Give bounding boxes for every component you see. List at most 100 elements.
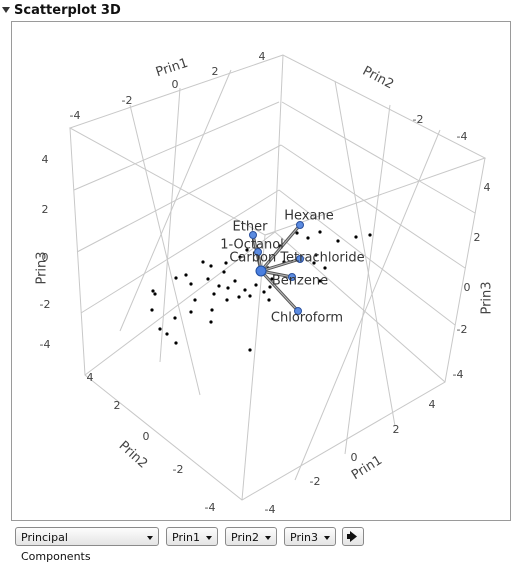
- point: [165, 332, 169, 336]
- window-title: Scatterplot 3D: [14, 3, 121, 18]
- point: [226, 286, 230, 290]
- point: [189, 282, 193, 286]
- tick-label: 4: [42, 153, 49, 166]
- dropdown[interactable]: Prin2: [225, 527, 277, 546]
- axis-title: Prin3: [480, 281, 495, 314]
- point: [153, 292, 157, 296]
- biplot-label: Benzene: [272, 274, 328, 289]
- point: [268, 285, 272, 289]
- point: [248, 294, 252, 298]
- point: [174, 341, 178, 345]
- ray-end: [296, 255, 304, 263]
- tick-label: 4: [429, 398, 436, 411]
- point: [174, 276, 178, 280]
- tick-label: -2: [40, 298, 51, 311]
- point: [225, 298, 229, 302]
- biplot-label: Chloroform: [271, 311, 343, 326]
- ray-end: [249, 231, 257, 239]
- ray-end: [254, 248, 262, 256]
- point: [210, 308, 214, 312]
- tick-label: 2: [212, 65, 219, 78]
- point: [270, 277, 274, 281]
- tick-label: 0: [172, 78, 179, 91]
- tick-label: 4: [259, 50, 266, 63]
- biplot-rays: [249, 221, 304, 315]
- tick-label: 0: [351, 451, 358, 464]
- tick-label: 2: [474, 231, 481, 244]
- dropdown[interactable]: Principal Components: [15, 527, 159, 563]
- point: [295, 231, 299, 235]
- scatterplot-3d[interactable]: 4 2 0 -2 -4 -2 -4 4 2 0 -2 -4 4 2 0 -2 -4 4 2 0 -2 -4 4 2 0 -2 -4 P…: [12, 22, 510, 520]
- disclosure-icon[interactable]: [2, 7, 10, 13]
- tick-label: -4: [40, 338, 51, 351]
- point: [354, 235, 358, 239]
- point: [318, 230, 322, 234]
- point: [233, 279, 237, 283]
- point: [206, 277, 210, 281]
- point: [368, 233, 372, 237]
- tick-label: -2: [310, 475, 321, 488]
- point: [201, 260, 205, 264]
- point: [158, 327, 162, 331]
- point: [314, 253, 318, 257]
- ray-highlight: [260, 270, 299, 312]
- arrow-icon: [347, 531, 357, 542]
- point: [323, 266, 327, 270]
- next-button[interactable]: [342, 527, 364, 546]
- tick-label: 0: [42, 251, 49, 264]
- ray-highlight: [260, 258, 301, 272]
- point: [312, 261, 316, 265]
- point: [243, 288, 247, 292]
- dropdown[interactable]: Prin1: [166, 527, 218, 546]
- point: [209, 320, 213, 324]
- dropdown[interactable]: Prin3: [284, 527, 336, 546]
- point: [245, 248, 249, 252]
- point: [217, 284, 221, 288]
- point: [222, 270, 226, 274]
- tick-label: 4: [484, 181, 491, 194]
- biplot-label: Ether: [233, 220, 269, 235]
- point: [318, 279, 322, 283]
- point: [193, 298, 197, 302]
- axis-title: Prin2: [116, 438, 151, 471]
- page: Scatterplot 3D 4 2 0 -2 -4 -2 -4 4 2 0 -2 -4 4 2 0 -2 -4…: [2, 3, 511, 563]
- biplot-label: Hexane: [284, 209, 333, 224]
- axis-title: Prin1: [154, 56, 190, 80]
- tick-label: 2: [393, 423, 400, 436]
- point: [184, 273, 188, 277]
- tick-label: -2: [173, 463, 184, 476]
- point: [237, 295, 241, 299]
- point: [262, 290, 266, 294]
- point: [306, 236, 310, 240]
- tick-label: -4: [265, 503, 276, 516]
- tick-label: 0: [143, 430, 150, 443]
- tick-label: -2: [122, 94, 133, 107]
- biplot-label: Carbon Tetrachloride: [229, 251, 364, 266]
- biplot-label: 1-Octanol: [220, 238, 284, 253]
- point: [248, 348, 252, 352]
- point: [224, 261, 228, 265]
- center-point: [255, 265, 267, 277]
- axis-title: Prin3: [35, 251, 50, 284]
- point: [150, 308, 154, 312]
- tick-label: -2: [457, 323, 468, 336]
- tick-label: 0: [464, 281, 471, 294]
- tick-label: -4: [453, 368, 464, 381]
- tick-label: -4: [70, 109, 81, 122]
- point: [209, 264, 213, 268]
- point: [336, 239, 340, 243]
- ray-highlight: [260, 224, 301, 272]
- tick-label: -4: [205, 501, 216, 514]
- ray-end: [288, 273, 296, 281]
- tick-label: -4: [457, 130, 468, 143]
- point: [254, 283, 258, 287]
- tick-label: -2: [413, 113, 424, 126]
- ray-end: [296, 221, 304, 229]
- axis-title: Prin2: [360, 64, 396, 93]
- point: [189, 310, 193, 314]
- point: [151, 289, 155, 293]
- plot-frame: 4 2 0 -2 -4 -2 -4 4 2 0 -2 -4 4 2 0 -2 -4 4 2 0 -2 -4 4 2 0 -2 -4 P…: [11, 21, 511, 521]
- point: [173, 316, 177, 320]
- point: [212, 292, 216, 296]
- ray-end: [294, 307, 302, 315]
